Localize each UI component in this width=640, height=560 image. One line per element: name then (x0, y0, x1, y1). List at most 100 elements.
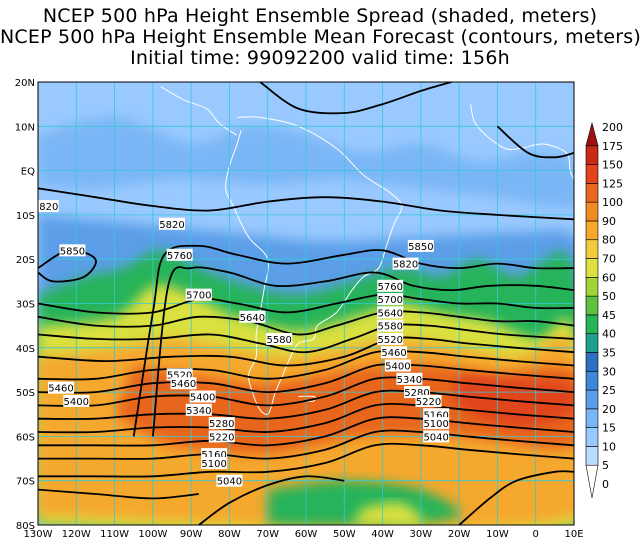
colorbar-label: 0 (602, 478, 609, 491)
svg-text:5400: 5400 (64, 397, 89, 408)
colorbar-swatch (585, 258, 599, 278)
height-contour (198, 475, 345, 525)
lon-tick-label: 90W (180, 529, 203, 540)
svg-text:5580: 5580 (266, 335, 291, 346)
colorbar-swatch (585, 333, 599, 353)
svg-text:5040: 5040 (423, 432, 448, 443)
colorbar-swatch (585, 201, 599, 222)
svg-text:5100: 5100 (423, 419, 448, 430)
svg-text:5160: 5160 (423, 410, 448, 421)
chart-title: NCEP 500 hPa Height Ensemble Spread (sha… (0, 6, 640, 69)
colorbar-swatch (585, 183, 599, 203)
contour-label-5280: 5280 (208, 417, 235, 430)
height-contour-5820 (132, 244, 574, 437)
colorbar-swatch (585, 145, 599, 165)
height-contour-5400 (38, 363, 574, 394)
colorbar-swatch (585, 314, 599, 334)
height-contours (38, 82, 574, 525)
lat-tick-label: 40S (16, 344, 35, 355)
colorbar-swatch (585, 295, 599, 316)
contour-label-5400: 5400 (384, 359, 411, 373)
colorbar: 0 5 10 15 20 25 30 35 40 45 50 60 70 80 90 100 125 150 175… (585, 121, 623, 499)
colorbar-label: 175 (602, 140, 623, 153)
lon-tick-label: 120W (62, 529, 91, 540)
height-contour-5640 (38, 310, 574, 336)
title-line-spread: NCEP 500 hPa Height Ensemble Spread (sha… (42, 5, 598, 27)
axis-ticks: 130W 120W 110W 100W 90W 80W 70W 60W 50W 40W 30W 20W… (15, 78, 584, 540)
colorbar-label: 15 (602, 422, 616, 435)
contour-label-5340: 5340 (185, 403, 212, 417)
height-contour-5280 (38, 389, 574, 420)
svg-text:5820: 5820 (159, 220, 184, 231)
colorbar-swatch (585, 370, 599, 391)
height-contour-5040 (38, 442, 574, 478)
svg-text:5100: 5100 (201, 459, 226, 470)
lat-tick-label: 10S (16, 211, 35, 222)
svg-text:5850: 5850 (60, 246, 85, 257)
svg-text:5820: 5820 (393, 260, 418, 271)
lon-tick-label: 50W (333, 529, 356, 540)
height-contour-5220 (38, 402, 574, 434)
contour-label-5400: 5400 (63, 394, 90, 408)
plot-frame (37, 81, 575, 526)
colorbar-label: 90 (602, 215, 616, 228)
lat-tick-label: EQ (21, 167, 35, 178)
colorbar-swatch (585, 352, 599, 372)
contour-label-5820: 5820 (392, 257, 419, 271)
colorbar-swatch-top (585, 121, 599, 147)
svg-text:5160: 5160 (201, 450, 226, 461)
svg-text:5850: 5850 (408, 242, 433, 253)
height-contour-5460 (38, 349, 574, 381)
colorbar-label: 50 (602, 290, 616, 303)
contour-label-5040: 5040 (423, 430, 450, 443)
lat-tick-label: 30S (16, 300, 35, 311)
contour-labels: 5820585058205760570056405580552054605400… (38, 200, 450, 488)
svg-text:5520: 5520 (378, 335, 403, 346)
height-contour-5340 (38, 376, 574, 407)
svg-text:5340: 5340 (186, 406, 211, 417)
lon-tick-label: 60W (295, 529, 318, 540)
colorbar-swatch-bottom (585, 464, 599, 499)
svg-text:5700: 5700 (378, 295, 403, 306)
colorbar-swatch (585, 389, 599, 410)
contour-label-5700: 5700 (185, 288, 212, 302)
lat-tick-label: 80S (16, 521, 35, 532)
svg-text:5400: 5400 (190, 393, 215, 404)
colorbar-swatch (585, 446, 599, 466)
contour-label-5760: 5760 (166, 248, 193, 262)
contour-label-5850: 5850 (407, 239, 434, 253)
lon-tick-label: 70W (256, 529, 279, 540)
svg-text:5460: 5460 (381, 348, 406, 359)
height-contour-5760 (152, 266, 574, 437)
contour-label-5460: 5460 (47, 381, 74, 395)
lon-tick-label: 0 (533, 529, 539, 540)
contour-label-5220: 5220 (415, 394, 442, 408)
svg-text:5280: 5280 (404, 388, 429, 399)
lon-tick-label: 10W (486, 529, 509, 540)
colorbar-label: 40 (602, 328, 616, 341)
lon-tick-label: 30W (410, 529, 433, 540)
lat-tick-label: 20S (16, 255, 35, 266)
title-line-times: Initial time: 99092200 valid time: 156h (130, 47, 510, 69)
contour-label-5760: 5760 (377, 279, 404, 293)
svg-text:5760: 5760 (378, 282, 403, 293)
colorbar-swatch (585, 277, 599, 297)
spread-region-mid-yellow (351, 502, 423, 525)
colorbar-swatch (585, 427, 599, 447)
contour-label-5220: 5220 (208, 430, 235, 443)
svg-text:5220: 5220 (416, 397, 441, 408)
svg-text:5760: 5760 (167, 251, 192, 262)
colorbar-label: 100 (602, 196, 623, 209)
colorbar-label: 60 (602, 271, 616, 284)
colorbar-swatch (585, 220, 599, 241)
contour-label-5460: 5460 (381, 346, 408, 359)
colorbar-label: 30 (602, 365, 616, 378)
contour-label-5640: 5640 (239, 310, 266, 324)
svg-text:5460: 5460 (171, 379, 196, 390)
height-contour (259, 82, 452, 115)
contour-label-5850: 5850 (59, 244, 86, 257)
colorbar-label: 5 (602, 459, 609, 472)
contour-label-5580: 5580 (377, 319, 404, 333)
svg-text:5640: 5640 (240, 313, 265, 324)
colorbar-swatch (585, 239, 599, 259)
